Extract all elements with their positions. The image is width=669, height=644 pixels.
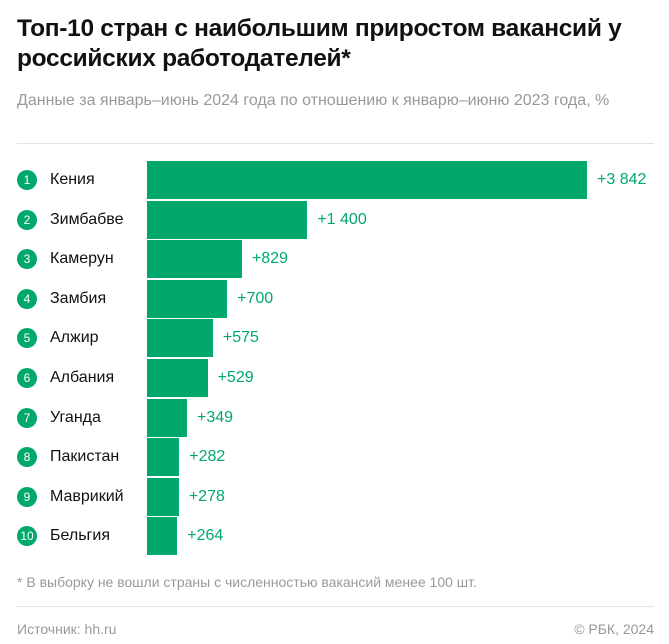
- bar-row: 5 Алжир +575: [0, 319, 669, 358]
- category-label: Уганда: [50, 408, 101, 426]
- data-label: +829: [251, 250, 288, 268]
- bar: [147, 319, 213, 358]
- category-label: Албания: [50, 369, 115, 386]
- bar-row: 9 Маврикий +278: [0, 477, 669, 516]
- rank-badge: 7: [17, 407, 37, 428]
- bar-row: 2 Зимбабве +1 400: [0, 200, 669, 239]
- divider: [17, 606, 654, 607]
- rank-badge: 5: [17, 328, 37, 349]
- data-label: +700: [237, 289, 274, 307]
- data-label: +529: [217, 369, 254, 386]
- bar: [147, 477, 179, 516]
- bar: [147, 438, 180, 477]
- rank-badge: 8: [17, 447, 37, 468]
- rank-badge: 4: [17, 288, 37, 309]
- bar-row: 4 Замбия +700: [0, 279, 669, 318]
- category-label: Маврикий: [50, 487, 124, 505]
- data-label: +349: [196, 408, 234, 426]
- data-label: +282: [189, 448, 226, 466]
- footnote: * В выборку не вошли страны с численност…: [17, 574, 477, 590]
- bar: [147, 240, 242, 279]
- copyright: © РБК, 2024: [574, 621, 654, 637]
- bar: [147, 517, 178, 556]
- category-label: Бельгия: [50, 527, 110, 545]
- data-label: +1 400: [317, 210, 367, 228]
- rank-badge: 3: [17, 249, 37, 270]
- divider: [17, 143, 654, 144]
- bar-row: 1 Кения +3 842: [0, 161, 669, 199]
- source: Источник: hh.ru: [17, 621, 117, 637]
- data-label: +278: [188, 487, 225, 505]
- data-label: +264: [187, 527, 224, 545]
- chart-title: Топ-10 стран с наибольшим приростом вака…: [17, 15, 622, 72]
- bar-row: 8 Пакистан +282: [0, 438, 669, 477]
- rank-badge: 9: [17, 486, 37, 507]
- bar: [147, 161, 587, 199]
- category-label: Камерун: [50, 250, 114, 268]
- data-label: +575: [222, 329, 259, 347]
- bar-row: 10 Бельгия +264: [0, 517, 669, 556]
- bar-row: 6 Албания +529: [0, 359, 669, 397]
- bar: [147, 200, 308, 239]
- rank-badge: 10: [17, 526, 37, 547]
- bar: [147, 398, 187, 437]
- category-label: Кения: [50, 171, 95, 188]
- bar-row: 3 Камерун +829: [0, 240, 669, 279]
- data-label: +3 842: [597, 171, 647, 188]
- rank-badge: 1: [17, 170, 37, 190]
- category-label: Зимбабве: [50, 210, 124, 228]
- category-label: Алжир: [50, 329, 99, 347]
- rank-badge: 6: [17, 368, 37, 388]
- category-label: Замбия: [50, 289, 107, 307]
- bar: [147, 359, 208, 397]
- category-label: Пакистан: [50, 448, 120, 466]
- bar: [147, 279, 228, 318]
- rank-badge: 2: [17, 209, 37, 230]
- chart-subtitle: Данные за январь–июнь 2024 года по отнош…: [17, 92, 610, 109]
- bar-row: 7 Уганда +349: [0, 398, 669, 437]
